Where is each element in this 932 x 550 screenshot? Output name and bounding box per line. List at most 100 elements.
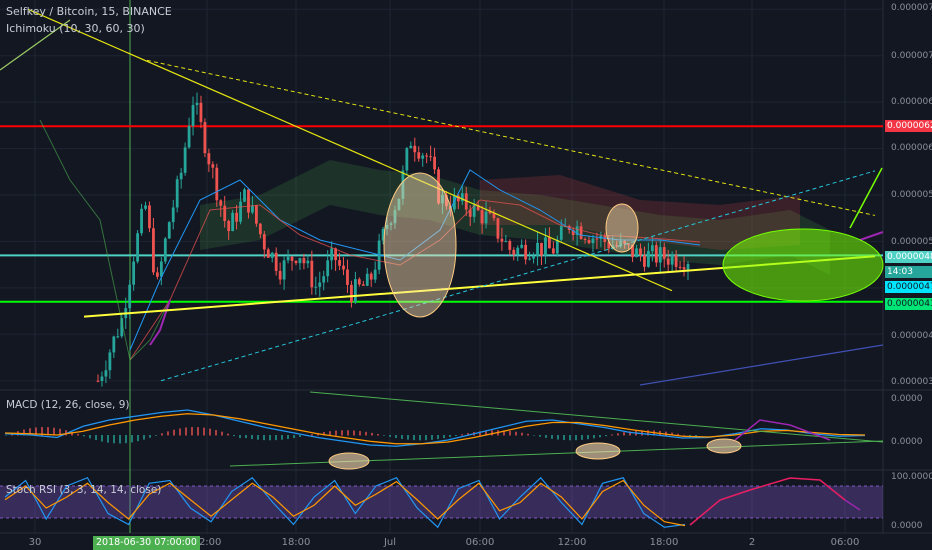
candle <box>413 145 417 153</box>
macd-histogram-bar <box>533 435 535 436</box>
macd-histogram-bar <box>377 434 379 436</box>
candle <box>116 336 120 338</box>
candle <box>405 148 409 171</box>
candle <box>496 218 500 239</box>
macd-histogram-bar <box>671 432 673 436</box>
candle <box>254 205 258 224</box>
candle <box>302 258 306 264</box>
candle <box>666 258 670 265</box>
macd-histogram-bar <box>5 435 7 436</box>
candle <box>239 201 242 222</box>
candle <box>373 269 377 280</box>
candle <box>247 189 250 213</box>
candle <box>215 167 219 201</box>
candle <box>409 145 413 149</box>
macd-histogram-bar <box>599 435 601 438</box>
candle <box>579 226 583 239</box>
macd-highlight-ellipse <box>706 438 742 454</box>
candle <box>96 380 100 382</box>
candle <box>330 248 334 261</box>
candle <box>191 105 195 126</box>
macd-histogram-bar <box>431 435 433 440</box>
stoch-projection <box>689 477 846 526</box>
candle <box>231 212 235 232</box>
macd-histogram-bar <box>293 435 295 439</box>
macd-histogram-bar <box>401 435 403 439</box>
candle <box>286 256 290 261</box>
macd-histogram-bar <box>383 435 385 436</box>
long-term-trendline <box>0 19 71 71</box>
candle <box>472 204 476 217</box>
macd-histogram-bar <box>371 432 373 436</box>
macd-histogram-bar <box>329 431 331 436</box>
candle <box>488 211 492 214</box>
macd-highlight-ellipse <box>575 442 621 460</box>
macd-histogram-bar <box>203 427 205 436</box>
macd-histogram-bar <box>683 434 685 436</box>
candle <box>445 194 448 207</box>
macd-histogram-bar <box>119 435 121 444</box>
macd-histogram-bar <box>281 435 283 440</box>
macd-histogram-bar <box>65 430 67 436</box>
macd-histogram-bar <box>461 434 463 436</box>
macd-histogram-bar <box>347 430 349 436</box>
candle <box>361 284 365 286</box>
candle <box>508 240 512 250</box>
candle <box>437 169 440 204</box>
dashed-resistance-trendline <box>146 59 876 216</box>
macd-histogram-bar <box>269 435 271 441</box>
candle <box>290 256 294 261</box>
macd-histogram-bar <box>467 433 469 436</box>
stoch-band <box>0 486 883 518</box>
macd-histogram-bar <box>215 430 217 436</box>
macd-histogram-bar <box>311 434 313 436</box>
macd-histogram-bar <box>137 435 139 442</box>
macd-histogram-bar <box>575 435 577 441</box>
macd-histogram-bar <box>509 430 511 436</box>
candle <box>456 195 460 202</box>
macd-histogram-bar <box>125 435 127 444</box>
candle <box>631 244 634 258</box>
macd-histogram-bar <box>419 435 421 441</box>
candle <box>559 226 563 240</box>
macd-histogram-bar <box>557 435 559 440</box>
candle <box>251 205 254 213</box>
candle <box>278 270 282 280</box>
macd-histogram-bar <box>515 431 517 436</box>
candle <box>179 172 183 180</box>
macd-histogram-bar <box>95 435 97 441</box>
candle <box>555 239 559 254</box>
candle <box>140 208 143 234</box>
macd-histogram-bar <box>437 435 439 440</box>
macd-histogram-bar <box>41 427 43 436</box>
macd-histogram-bar <box>539 435 541 437</box>
macd-histogram-bar <box>197 427 199 436</box>
candle <box>357 279 361 285</box>
candle <box>211 164 215 168</box>
macd-histogram-bar <box>131 435 133 443</box>
macd-histogram-bar <box>449 435 451 438</box>
macd-histogram-bar <box>161 433 163 436</box>
macd-histogram-bar <box>425 435 427 441</box>
macd-histogram-bar <box>179 428 181 436</box>
candle <box>647 251 650 267</box>
candle <box>460 193 464 202</box>
candle <box>223 205 227 222</box>
candle <box>310 260 314 288</box>
candle <box>401 170 405 199</box>
candle <box>528 258 532 260</box>
candle <box>322 276 326 283</box>
candle <box>298 258 302 264</box>
candle <box>389 223 393 225</box>
candle <box>520 244 524 248</box>
candle <box>258 223 262 235</box>
candle <box>163 238 167 262</box>
candle <box>516 247 520 255</box>
candle <box>492 213 496 219</box>
candle <box>682 267 686 270</box>
macd-histogram-bar <box>353 430 355 436</box>
macd-histogram-bar <box>341 430 343 436</box>
candle <box>417 152 421 159</box>
candle <box>468 209 472 217</box>
